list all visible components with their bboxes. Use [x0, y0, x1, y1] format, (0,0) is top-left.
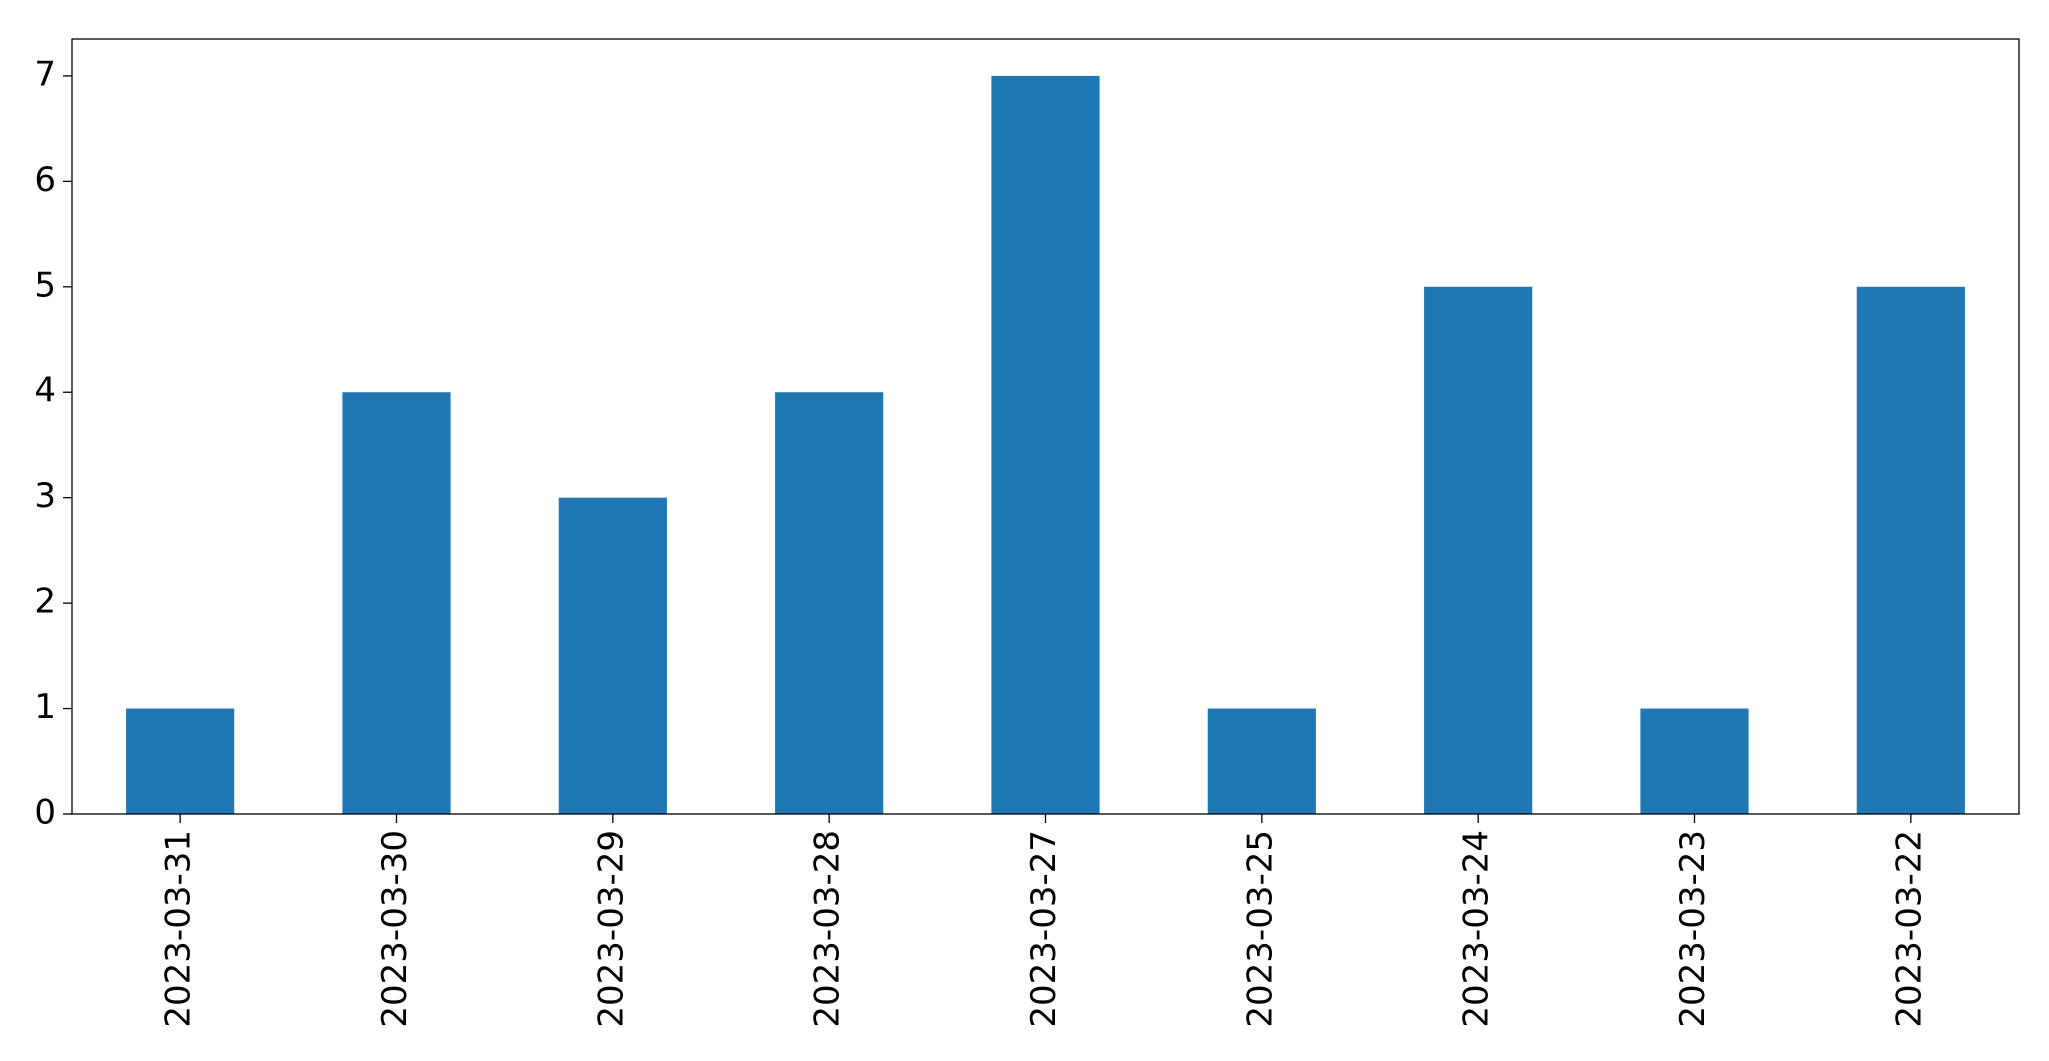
x-tick-label: 2023-03-22	[1889, 830, 1929, 1028]
x-tick-label: 2023-03-24	[1457, 830, 1497, 1028]
x-tick-label: 2023-03-29	[591, 830, 631, 1028]
bar	[1856, 286, 1965, 814]
x-tick-label: 2023-03-31	[159, 830, 199, 1028]
bar	[1207, 708, 1316, 814]
bar	[991, 75, 1100, 814]
y-tick-label: 3	[34, 476, 56, 516]
bar	[558, 497, 667, 814]
bar	[1424, 286, 1533, 814]
y-tick-label: 7	[34, 54, 56, 94]
plot-frame	[71, 38, 2020, 815]
y-tick-label: 1	[34, 687, 56, 727]
y-tick-label: 6	[34, 160, 56, 200]
bar	[1640, 708, 1749, 814]
y-tick-label: 0	[34, 793, 56, 833]
y-tick-label: 2	[34, 582, 56, 622]
bar	[775, 392, 884, 814]
x-tick-label: 2023-03-28	[808, 830, 848, 1028]
x-tick-label: 2023-03-23	[1673, 830, 1713, 1028]
bar	[342, 392, 451, 814]
x-tick-label: 2023-03-27	[1024, 830, 1064, 1028]
y-tick-label: 4	[34, 371, 56, 411]
y-tick-label: 5	[34, 265, 56, 305]
x-tick-label: 2023-03-25	[1240, 830, 1280, 1028]
x-tick-label: 2023-03-30	[375, 830, 415, 1028]
bar	[126, 708, 235, 814]
